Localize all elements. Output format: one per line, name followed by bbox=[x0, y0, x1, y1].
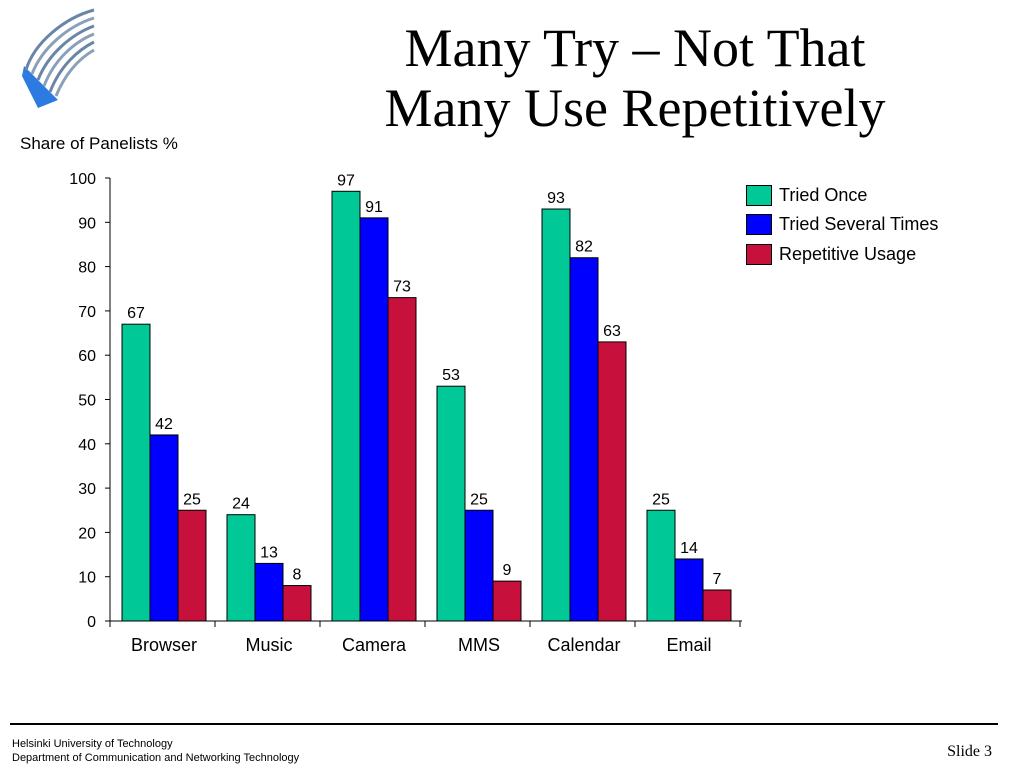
footer-divider bbox=[10, 723, 998, 725]
bar-calendar-tried-several-times bbox=[569, 257, 599, 622]
x-tick-label-mms: MMS bbox=[458, 635, 500, 655]
y-tick-label-10: 10 bbox=[78, 570, 96, 587]
bar-email-tried-once bbox=[646, 509, 676, 622]
data-label-email-tried-several-times: 14 bbox=[680, 540, 698, 557]
bar-music-tried-several-times bbox=[254, 562, 284, 622]
x-tick-label-email: Email bbox=[666, 635, 711, 655]
bar-music-repetitive-usage bbox=[282, 585, 312, 622]
legend-item-tried-several-times: Tried Several Times bbox=[746, 212, 938, 236]
data-label-browser-repetitive-usage: 25 bbox=[183, 491, 201, 508]
y-tick-label-80: 80 bbox=[78, 260, 96, 277]
data-label-camera-tried-several-times: 91 bbox=[365, 199, 383, 216]
bar-calendar-repetitive-usage bbox=[597, 341, 627, 622]
data-label-email-tried-once: 25 bbox=[652, 491, 670, 508]
bar-browser-tried-once bbox=[121, 323, 151, 622]
bar-email-tried-several-times bbox=[674, 558, 704, 622]
bar-browser-tried-several-times bbox=[149, 434, 179, 622]
bar-mms-repetitive-usage bbox=[492, 580, 522, 622]
bar-mms-tried-once bbox=[436, 385, 466, 622]
slide-number: Slide 3 bbox=[947, 743, 992, 760]
bar-music-tried-once bbox=[226, 514, 256, 622]
bar-email-repetitive-usage bbox=[702, 589, 732, 622]
y-axis-label: Share of Panelists % bbox=[20, 134, 178, 153]
data-label-mms-repetitive-usage: 9 bbox=[503, 562, 512, 579]
x-tick-label-camera: Camera bbox=[342, 635, 407, 655]
university-logo bbox=[22, 8, 95, 108]
title-line-1: Many Try – Not That bbox=[404, 18, 866, 78]
x-tick-label-calendar: Calendar bbox=[547, 635, 620, 655]
footer-department: Department of Communication and Networki… bbox=[12, 752, 300, 764]
y-tick-label-90: 90 bbox=[78, 215, 96, 232]
legend-label-repetitive-usage: Repetitive Usage bbox=[779, 243, 917, 264]
x-tick-label-music: Music bbox=[245, 635, 292, 655]
data-label-camera-repetitive-usage: 73 bbox=[393, 279, 411, 296]
x-tick-label-browser: Browser bbox=[131, 635, 197, 655]
legend-label-tried-once: Tried Once bbox=[779, 184, 868, 205]
legend-swatch-tried-once bbox=[746, 184, 772, 206]
y-tick-label-100: 100 bbox=[69, 171, 96, 188]
legend-label-tried-several-times: Tried Several Times bbox=[779, 213, 939, 234]
data-label-calendar-repetitive-usage: 63 bbox=[603, 323, 621, 340]
y-tick-label-30: 30 bbox=[78, 481, 96, 498]
slide-title: Many Try – Not That Many Use Repetitivel… bbox=[270, 18, 1000, 138]
bar-camera-tried-once bbox=[331, 190, 361, 622]
bar-camera-tried-several-times bbox=[359, 217, 389, 622]
data-label-browser-tried-once: 67 bbox=[127, 305, 145, 322]
data-label-calendar-tried-several-times: 82 bbox=[575, 239, 593, 256]
data-label-mms-tried-once: 53 bbox=[442, 367, 460, 384]
bar-camera-repetitive-usage bbox=[387, 297, 417, 622]
legend-item-repetitive-usage: Repetitive Usage bbox=[746, 242, 916, 266]
data-label-mms-tried-several-times: 25 bbox=[470, 491, 488, 508]
data-label-camera-tried-once: 97 bbox=[337, 172, 355, 189]
data-label-browser-tried-several-times: 42 bbox=[155, 416, 173, 433]
data-label-music-repetitive-usage: 8 bbox=[293, 567, 302, 584]
legend-swatch-repetitive-usage bbox=[746, 243, 772, 265]
y-tick-label-0: 0 bbox=[87, 614, 96, 631]
legend-item-tried-once: Tried Once bbox=[746, 183, 867, 207]
data-label-music-tried-several-times: 13 bbox=[260, 544, 278, 561]
y-tick-label-40: 40 bbox=[78, 437, 96, 454]
y-tick-label-70: 70 bbox=[78, 304, 96, 321]
data-label-music-tried-once: 24 bbox=[232, 496, 250, 513]
footer-university: Helsinki University of Technology bbox=[12, 738, 173, 750]
footer-organization: Helsinki University of Technology Depart… bbox=[12, 737, 299, 765]
data-label-calendar-tried-once: 93 bbox=[547, 190, 565, 207]
bar-mms-tried-several-times bbox=[464, 509, 494, 622]
bar-browser-repetitive-usage bbox=[177, 509, 207, 622]
y-tick-label-60: 60 bbox=[78, 348, 96, 365]
legend-swatch-tried-several-times bbox=[746, 213, 772, 235]
y-tick-label-50: 50 bbox=[78, 393, 96, 410]
title-line-2: Many Use Repetitively bbox=[384, 78, 886, 138]
y-tick-label-20: 20 bbox=[78, 525, 96, 542]
bar-calendar-tried-once bbox=[541, 208, 571, 622]
data-label-email-repetitive-usage: 7 bbox=[713, 571, 722, 588]
